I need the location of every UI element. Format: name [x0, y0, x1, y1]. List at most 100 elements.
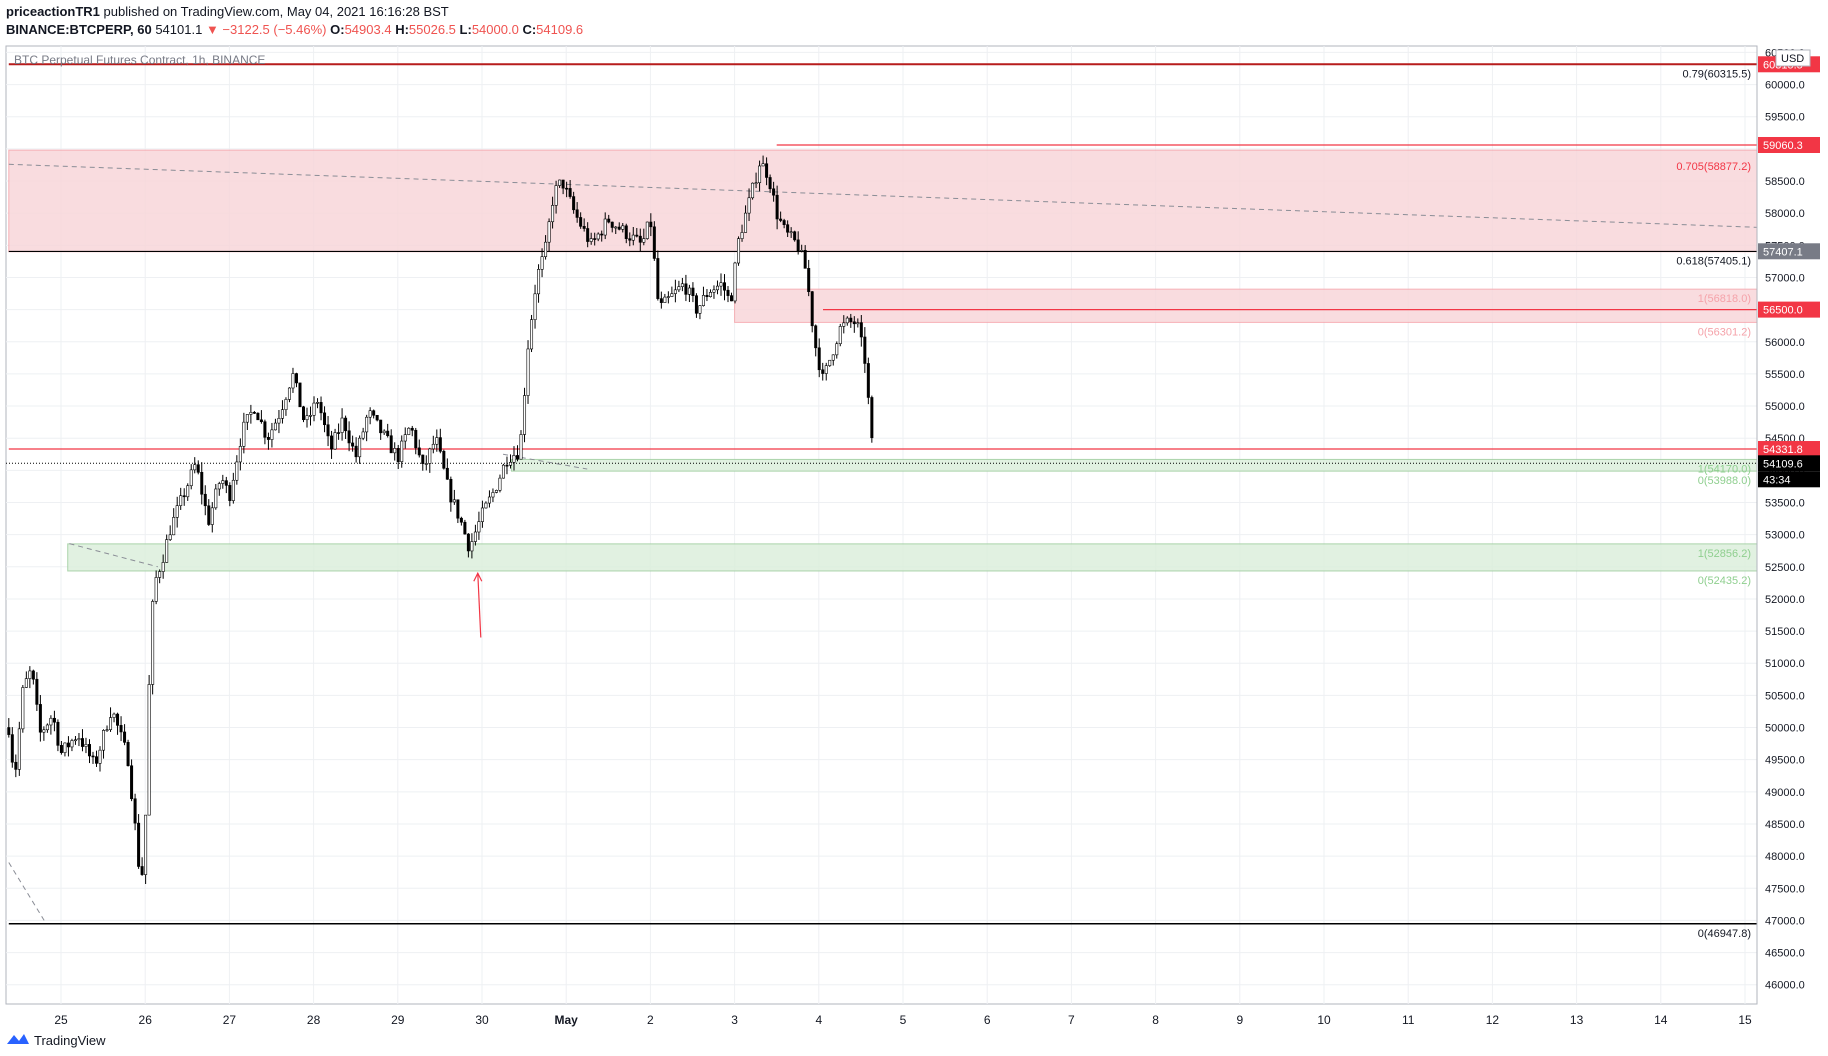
price-change: ▼ −3122.5 (−5.46%): [205, 22, 327, 37]
symbol-label: BINANCE:BTCPERP, 60: [6, 22, 152, 37]
candle-body: [87, 744, 91, 757]
level-label: 0.79(60315.5): [1683, 68, 1752, 80]
x-tick-label: 15: [1738, 1013, 1752, 1027]
candle-body: [512, 455, 516, 463]
candle-body: [386, 430, 390, 437]
candle-body: [603, 218, 607, 236]
candle-body: [316, 402, 320, 404]
candle-body: [442, 450, 446, 469]
candle-body: [487, 496, 491, 504]
candle-body: [691, 287, 695, 296]
x-tick-label: 28: [307, 1013, 321, 1027]
candle-body: [656, 258, 660, 299]
y-tick-label: 60000.0: [1765, 80, 1805, 92]
candle-body: [38, 704, 42, 733]
candle-body: [789, 231, 793, 234]
level-label: 1(54170.0): [1698, 463, 1751, 475]
y-tick-label: 57000.0: [1765, 272, 1805, 284]
level-label: 0(46947.8): [1698, 928, 1751, 940]
candle-body: [870, 397, 874, 439]
candle-body: [393, 448, 397, 454]
tradingview-brand[interactable]: TradingView: [34, 1032, 106, 1048]
candle-body: [102, 730, 106, 751]
candle-body: [14, 761, 18, 770]
candle-body: [519, 434, 523, 460]
candle-body: [266, 437, 270, 440]
candle-body: [98, 749, 102, 764]
candle-body: [505, 464, 509, 467]
levels-layer: 0.79(60315.5) 0.705(58877.2) 0.618(57405.1…: [6, 63, 1757, 940]
ohlc-line: BINANCE:BTCPERP, 60 54101.1 ▼ −3122.5 (−…: [6, 22, 583, 37]
candle-body: [221, 480, 225, 484]
candle-body: [680, 283, 684, 287]
red-zone-upper: [8, 149, 1758, 253]
candle-body: [175, 505, 179, 518]
y-tick-label: 48000.0: [1765, 851, 1805, 863]
candle-body: [161, 562, 165, 572]
candle-body: [715, 285, 719, 291]
candle-body: [701, 295, 705, 306]
candle-body: [508, 461, 512, 466]
candle-body: [526, 348, 530, 396]
candle-body: [438, 437, 442, 452]
candle-body: [309, 415, 313, 417]
x-tick-label: 25: [54, 1013, 68, 1027]
candle-body: [49, 717, 53, 726]
open-value: 54903.4: [344, 22, 392, 37]
candle-body: [484, 502, 488, 509]
candle-body: [133, 798, 137, 824]
candle-body: [659, 298, 663, 303]
candle-body: [7, 727, 11, 735]
candle-body: [621, 225, 625, 230]
candle-body: [354, 445, 358, 458]
candle-body: [203, 493, 207, 507]
candle-body: [821, 369, 825, 374]
candle-body: [294, 373, 298, 384]
candle-body: [863, 336, 867, 364]
candle-body: [270, 429, 274, 440]
candle-body: [424, 463, 428, 465]
price-tag-label: 54331.8: [1763, 444, 1803, 456]
y-tick-label: 55000.0: [1765, 401, 1805, 413]
candle-body: [182, 495, 186, 498]
x-tick-label: 26: [139, 1013, 153, 1027]
price-tag-label: 54109.6: [1763, 458, 1803, 470]
level-label: 1(52856.2): [1698, 548, 1751, 560]
candle-body: [852, 321, 856, 325]
candle-body: [217, 483, 221, 490]
zones-layer: [8, 149, 1758, 572]
candle-body: [449, 478, 453, 503]
candle-body: [95, 756, 99, 764]
candle-body: [52, 717, 56, 723]
trendlines-layer: [8, 163, 1758, 921]
candle-body: [793, 231, 797, 241]
level-label: 0(52435.2): [1698, 575, 1751, 587]
candle-body: [730, 295, 734, 302]
candle-body: [768, 177, 772, 190]
candle-body: [589, 238, 593, 242]
x-tick-label: 4: [815, 1013, 822, 1027]
candle-body: [116, 713, 120, 726]
candle-body: [466, 533, 470, 552]
price-tags-layer: 60315.559060.357407.156500.054331.854109…: [1758, 49, 1820, 488]
candle-body: [431, 443, 435, 450]
candle-body: [35, 678, 39, 705]
x-tick-label: 6: [984, 1013, 991, 1027]
candle-body: [280, 409, 284, 419]
candle-body: [291, 373, 295, 389]
candle-body: [273, 422, 277, 431]
x-tick-label: 8: [1152, 1013, 1159, 1027]
candle-body: [684, 283, 688, 295]
candle-body: [494, 490, 498, 493]
y-tick-label: 52500.0: [1765, 562, 1805, 574]
x-tick-label: 30: [475, 1013, 489, 1027]
candle-body: [189, 469, 193, 487]
candle-body: [319, 402, 323, 414]
candle-body: [719, 282, 723, 287]
candle-body: [810, 291, 814, 327]
candle-body: [126, 742, 130, 767]
candle-body: [765, 163, 769, 178]
y-tick-label: 58000.0: [1765, 208, 1805, 220]
author-name[interactable]: priceactionTR1: [6, 4, 100, 19]
